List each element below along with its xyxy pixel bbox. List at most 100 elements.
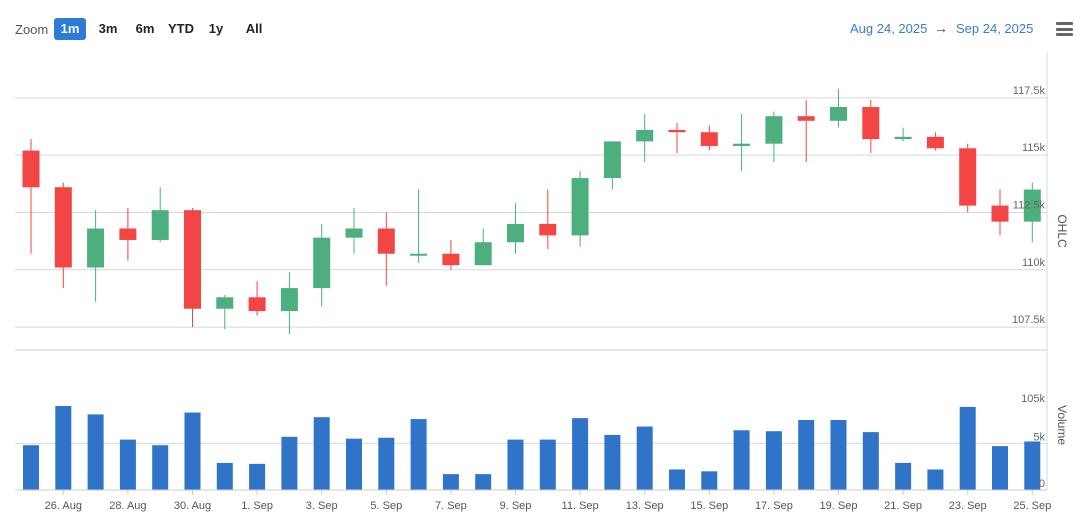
x-tick-label: 7. Sep	[435, 500, 467, 512]
zoom-button-6m[interactable]: 6m	[135, 21, 155, 36]
x-tick-label: 21. Sep	[884, 500, 922, 512]
candle-body	[765, 116, 783, 144]
volume-bar	[442, 474, 459, 490]
ohlc-tick-label: 112.5k	[1013, 199, 1046, 211]
grid-lines	[15, 97, 1047, 491]
candle-body	[894, 136, 912, 140]
candle-body	[571, 178, 589, 236]
range-arrow: →	[934, 20, 948, 36]
ohlc-tick-label: 107.5k	[1012, 314, 1046, 326]
candle-body	[377, 228, 395, 254]
volume-bar	[249, 463, 266, 490]
volume-bar	[636, 426, 653, 490]
candlestick-series	[22, 88, 1041, 334]
candle-body	[959, 148, 977, 206]
x-tick-label: 28. Aug	[109, 500, 146, 512]
volume-tick-label: 5k	[1033, 431, 1045, 443]
candle-body	[700, 132, 718, 146]
volume-bar	[927, 469, 944, 490]
candle-body	[345, 228, 363, 238]
volume-bar	[23, 445, 39, 490]
hamburger-menu-icon[interactable]	[1056, 22, 1073, 36]
x-tick-label: 30. Aug	[174, 500, 211, 512]
volume-bar	[410, 419, 427, 490]
volume-tick-label: 0	[1039, 478, 1045, 490]
volume-bar	[55, 406, 72, 490]
candle-body	[603, 141, 621, 179]
volume-bar	[701, 471, 718, 490]
volume-bar	[216, 462, 233, 490]
x-tick-label: 5. Sep	[370, 500, 402, 512]
ohlc-axis-title: OHLC	[1055, 214, 1069, 248]
stray-tick-label: 105k	[1021, 393, 1045, 405]
candle-body	[151, 210, 169, 240]
x-tick-label: 13. Sep	[626, 500, 664, 512]
zoom-label: Zoom	[15, 22, 49, 37]
volume-bar	[313, 417, 330, 490]
volume-bar	[119, 439, 136, 490]
x-tick-label: 15. Sep	[690, 500, 728, 512]
volume-bar	[507, 439, 524, 490]
volume-bar	[959, 406, 976, 490]
volume-bar	[475, 474, 492, 490]
volume-bar	[733, 430, 750, 490]
candle-body	[280, 288, 298, 312]
volume-bar	[152, 445, 169, 490]
range-to-input[interactable]: Sep 24, 2025	[956, 21, 1034, 36]
x-tick-label: 1. Sep	[241, 500, 273, 512]
candle-body	[216, 297, 234, 309]
candle-body	[442, 253, 460, 266]
x-tick-label: 9. Sep	[500, 500, 532, 512]
candle-body	[410, 253, 428, 256]
candle-body	[991, 205, 1009, 222]
zoom-button-1m[interactable]: 1m	[54, 18, 86, 40]
candle-body	[797, 116, 815, 121]
volume-bar	[572, 418, 589, 490]
volume-bar	[992, 446, 1008, 490]
candle-body	[248, 297, 266, 312]
zoom-button-ytd[interactable]: YTD	[168, 21, 194, 36]
volume-bar	[798, 420, 815, 490]
volume-bar	[895, 462, 912, 490]
candle-body	[507, 223, 524, 243]
x-tick-label: 17. Sep	[755, 500, 793, 512]
volume-bar	[1024, 441, 1041, 490]
x-tick-label: 23. Sep	[949, 500, 987, 512]
range-from-input[interactable]: Aug 24, 2025	[850, 21, 928, 36]
zoom-button-1y[interactable]: 1y	[208, 21, 224, 36]
volume-bar	[281, 436, 298, 490]
volume-axis-title: Volume	[1055, 405, 1069, 445]
volume-bar	[378, 437, 395, 490]
candle-body	[119, 228, 137, 240]
volume-bar	[830, 420, 847, 490]
candle-body	[184, 210, 201, 309]
candle-body	[22, 150, 40, 188]
volume-bar	[604, 434, 621, 490]
x-tick-label: 11. Sep	[562, 500, 599, 512]
volume-bar	[765, 431, 782, 490]
volume-bar	[669, 469, 685, 490]
candle-body	[862, 107, 880, 140]
candle-body	[1023, 189, 1041, 222]
x-tick-label: 26. Aug	[45, 500, 82, 512]
volume-bar	[87, 414, 104, 490]
volume-bar	[539, 439, 556, 490]
candle-body	[668, 129, 686, 133]
candle-body	[474, 242, 492, 266]
candle-body	[733, 143, 751, 146]
ohlc-tick-label: 115k	[1022, 142, 1046, 154]
zoom-button-all[interactable]: All	[245, 21, 263, 36]
axis-labels: 107.5k 110k 112.5k 115k 117.5k 105k 0 5k OHLC Vol…	[45, 85, 1069, 512]
ohlc-tick-label: 110k	[1022, 257, 1046, 269]
x-tick-label: 19. Sep	[820, 500, 858, 512]
axes	[15, 52, 1048, 495]
volume-bar	[346, 438, 362, 490]
candle-body	[636, 129, 654, 142]
zoom-button-3m[interactable]: 3m	[98, 21, 118, 36]
volume-bar	[184, 412, 201, 490]
volume-series	[23, 406, 1041, 490]
ohlc-tick-label: 117.5k	[1013, 85, 1046, 97]
candle-body	[313, 237, 331, 289]
volume-bar	[862, 432, 879, 490]
